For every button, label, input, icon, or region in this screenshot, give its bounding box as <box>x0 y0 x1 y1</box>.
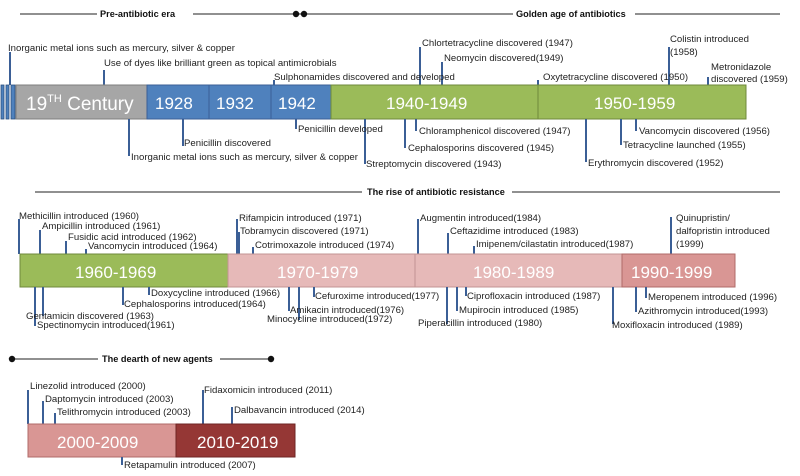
label-inorganic-metal-ions-above: Inorganic metal ions such as mercury, si… <box>8 43 236 54</box>
label-piperacillin: Piperacillin introduced (1980) <box>418 318 542 329</box>
segment-label-1932: 1932 <box>216 94 254 113</box>
segment-1942 <box>270 84 332 120</box>
label-colistin-year: (1958) <box>670 47 698 58</box>
segment-2010-2019 <box>175 423 296 458</box>
header-line-row1 <box>20 6 780 20</box>
segment-label-1960-1969: 1960-1969 <box>75 263 156 282</box>
segment-1940-1949 <box>330 84 539 120</box>
label-streptomycin: Streptomycin discovered (1943) <box>366 159 501 170</box>
segment-label-1928: 1928 <box>155 94 193 113</box>
label-daptomycin: Daptomycin introduced (2003) <box>45 394 174 405</box>
label-telithromycin: Telithromycin introduced (2003) <box>57 407 191 418</box>
label-penicillin-developed: Penicillin developed <box>298 124 383 135</box>
label-inorganic-metal-ions-below: Inorganic metal ions such as mercury, si… <box>131 152 359 163</box>
label-rifampicin: Rifampicin introduced (1971) <box>239 213 362 224</box>
segment-label-2000-2009: 2000-2009 <box>57 433 138 452</box>
segment-1970-1979 <box>227 253 416 288</box>
label-chlortetracycline: Chlortetracycline discovered (1947) <box>422 38 573 49</box>
segment-label-2010-2019: 2010-2019 <box>197 433 278 452</box>
row3-bar <box>27 423 296 458</box>
segment-label-1940-1949: 1940-1949 <box>386 94 467 113</box>
label-sulphonamides: Sulphonamides discovered and developed <box>274 72 455 83</box>
segment-label-19th-century: 19TH Century <box>26 93 134 115</box>
label-neomycin: Neomycin discovered(1949) <box>444 53 563 64</box>
label-moxifloxacin: Moxifloxacin introduced (1989) <box>612 320 743 331</box>
label-penicillin-discovered: Penicillin discovered <box>184 138 271 149</box>
label-quinupristin-line3: (1999) <box>676 239 704 250</box>
label-doxycycline: Doxycycline introduced (1966) <box>151 288 280 299</box>
label-methicillin: Methicillin introduced (1960) <box>19 211 139 222</box>
label-ciprofloxacin: Ciprofloxacin introduced (1987) <box>467 291 600 302</box>
segment-label-1942: 1942 <box>278 94 316 113</box>
segment-1960-1969 <box>19 253 229 288</box>
segment-1928 <box>146 84 210 120</box>
label-ceftazidime: Ceftazidime introduced (1983) <box>450 226 579 237</box>
label-quinupristin-line2: dalfopristin introduced <box>676 226 770 237</box>
label-azithromycin: Azithromycin introduced(1993) <box>638 306 768 317</box>
header-rise-of-resistance: The rise of antibiotic resistance <box>367 187 505 197</box>
label-ampicillin: Ampicillin introduced (1961) <box>42 221 160 232</box>
label-mupirocin: Mupirocin introduced (1985) <box>459 305 578 316</box>
label-meropenem: Meropenem introduced (1996) <box>648 292 777 303</box>
segment-1932 <box>208 84 272 120</box>
label-amikacin: Amikacin introduced(1976) <box>290 305 404 316</box>
label-spectinomycin: Spectinomycin introduced(1961) <box>37 320 175 331</box>
segment-1980-1989 <box>414 253 623 288</box>
label-colistin: Colistin introduced <box>670 34 749 45</box>
label-cephalosporins-1945: Cephalosporins discovered (1945) <box>408 143 554 154</box>
header-dearth-of-new-agents: The dearth of new agents <box>102 354 213 364</box>
label-fusidic-acid: Fusidic acid introduced (1962) <box>68 232 197 243</box>
label-metronidazole-year: discovered (1959) <box>711 74 788 85</box>
label-tobramycin: Tobramycin discovered (1971) <box>240 226 369 237</box>
segment-label-1970-1979: 1970-1979 <box>277 263 358 282</box>
label-minocycline: Minocycline introduced(1972) <box>267 314 392 325</box>
label-fidaxomicin: Fidaxomicin introduced (2011) <box>204 385 332 396</box>
row1-bar <box>0 84 747 120</box>
segment-1990-1999 <box>621 253 736 288</box>
segment-label-1950-1959: 1950-1959 <box>594 94 675 113</box>
label-augmentin: Augmentin introduced(1984) <box>420 213 541 224</box>
header-line-row2 <box>35 184 780 198</box>
label-erythromycin: Erythromycin discovered (1952) <box>588 158 723 169</box>
label-quinupristin-line1: Quinupristin/ <box>676 213 730 224</box>
row2-ticks-below <box>34 287 647 326</box>
label-retapamulin: Retapamulin introduced (2007) <box>124 460 256 471</box>
label-imipenem: Imipenem/cilastatin introduced(1987) <box>476 239 633 250</box>
label-metronidazole: Metronidazole <box>711 62 771 73</box>
row1-ticks-below <box>128 119 637 164</box>
segment-2000-2009 <box>27 423 177 458</box>
header-line-row3 <box>8 351 275 365</box>
header-pre-antibiotic-era: Pre-antibiotic era <box>100 9 176 19</box>
row2-bar <box>19 253 736 288</box>
label-vancomycin-1964: Vancomycin introduced (1964) <box>88 241 217 252</box>
label-chloramphenicol: Chloramphenicol discovered (1947) <box>419 126 570 137</box>
label-tetracycline: Tetracycline launched (1955) <box>623 140 746 151</box>
segment-label-1990-1999: 1990-1999 <box>631 263 712 282</box>
label-dyes: Use of dyes like brilliant green as topi… <box>104 58 337 69</box>
label-gentamicin: Gentamicin discovered (1963) <box>26 311 154 322</box>
label-vancomycin-1956: Vancomycin discovered (1956) <box>639 126 770 137</box>
segment-19th-century <box>15 84 148 120</box>
row1-ticks-above <box>9 47 709 85</box>
row3-ticks-above <box>27 390 233 424</box>
segment-label-1980-1989: 1980-1989 <box>473 263 554 282</box>
label-cotrimoxazole: Cotrimoxazole introduced (1974) <box>255 240 394 251</box>
label-cefuroxime: Cefuroxime introduced(1977) <box>315 291 439 302</box>
row2-ticks-above <box>18 217 672 254</box>
header-golden-age: Golden age of antibiotics <box>516 9 626 19</box>
label-cephalosporins-1964: Cephalosporins introduced(1964) <box>124 299 266 310</box>
label-dalbavancin: Dalbavancin introduced (2014) <box>234 405 365 416</box>
label-linezolid: Linezolid introduced (2000) <box>30 381 146 392</box>
label-oxytetracycline: Oxytetracycline discovered (1950) <box>543 72 688 83</box>
segment-1950-1959 <box>537 84 747 120</box>
